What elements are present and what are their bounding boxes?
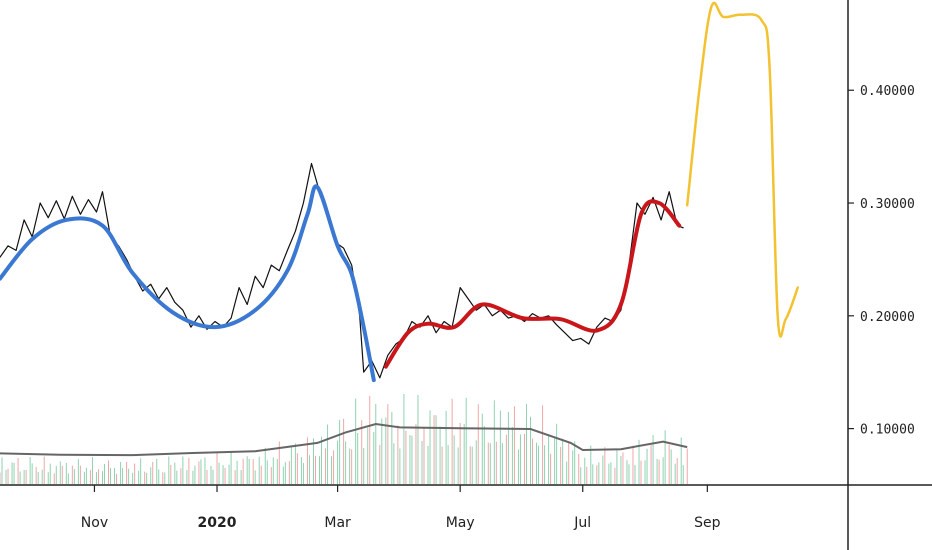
x-tick-label: May xyxy=(446,515,475,531)
x-tick-label: Jul xyxy=(573,515,591,531)
y-tick-label: 0.40000 xyxy=(860,84,915,99)
y-tick-label: 0.30000 xyxy=(860,197,915,212)
x-tick-label: 2020 xyxy=(198,515,237,531)
blue-trend-curve xyxy=(0,184,376,383)
y-tick-label: 0.20000 xyxy=(860,310,915,325)
x-tick-label: Mar xyxy=(324,515,351,531)
price-line xyxy=(0,162,684,379)
y-tick-label: 0.10000 xyxy=(860,423,915,438)
y-axis-ticks: 0.10000 0.20000 0.30000 0.40000 xyxy=(848,84,915,438)
series-layer xyxy=(0,1,800,383)
volume-average-line xyxy=(0,422,688,457)
red-trend-curve xyxy=(383,199,682,369)
x-axis-ticks: Nov 2020 Mar May Jul Sep xyxy=(81,485,721,531)
x-tick-label: Nov xyxy=(81,515,108,531)
volume-layer xyxy=(0,394,688,484)
x-tick-label: Sep xyxy=(694,515,721,531)
yellow-projection-curve xyxy=(685,1,800,338)
